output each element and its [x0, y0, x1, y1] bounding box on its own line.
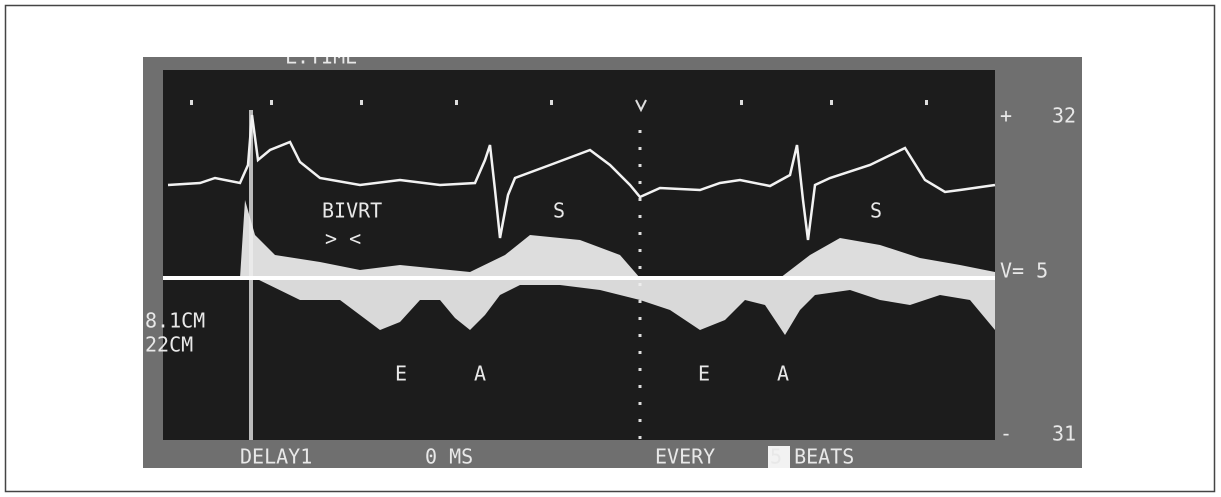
bivrt-marks: > < [325, 227, 361, 251]
e-wave-label: E [395, 362, 407, 386]
footer-delay-value: 0 MS [425, 445, 473, 469]
scale-minus: - [1000, 422, 1012, 446]
scale-plus: + [1000, 104, 1012, 128]
page: L.TIME + 32 V= 5 - 31 8.1CM 22CM BIVRT >… [0, 0, 1221, 497]
footer-beats: 5 BEATS [770, 445, 854, 469]
bivrt-label: BIVRT [322, 199, 382, 223]
a-wave-label: A [474, 362, 486, 386]
scale-bottom: 31 [1052, 422, 1076, 446]
footer-every: EVERY [655, 445, 715, 469]
s-wave-label: S [870, 199, 882, 223]
depth-label: 22CM [145, 333, 193, 357]
depth-label: 8.1CM [145, 309, 205, 333]
e-wave-label: E [698, 362, 710, 386]
scale-baseline: V= 5 [1000, 259, 1048, 283]
ultrasound-image: L.TIME + 32 V= 5 - 31 8.1CM 22CM BIVRT >… [143, 45, 1082, 469]
a-wave-label: A [777, 362, 789, 386]
footer-delay: DELAY1 [240, 445, 312, 469]
scale-top: 32 [1052, 104, 1076, 128]
figure: L.TIME + 32 V= 5 - 31 8.1CM 22CM BIVRT >… [0, 0, 1221, 497]
s-wave-label: S [553, 199, 565, 223]
